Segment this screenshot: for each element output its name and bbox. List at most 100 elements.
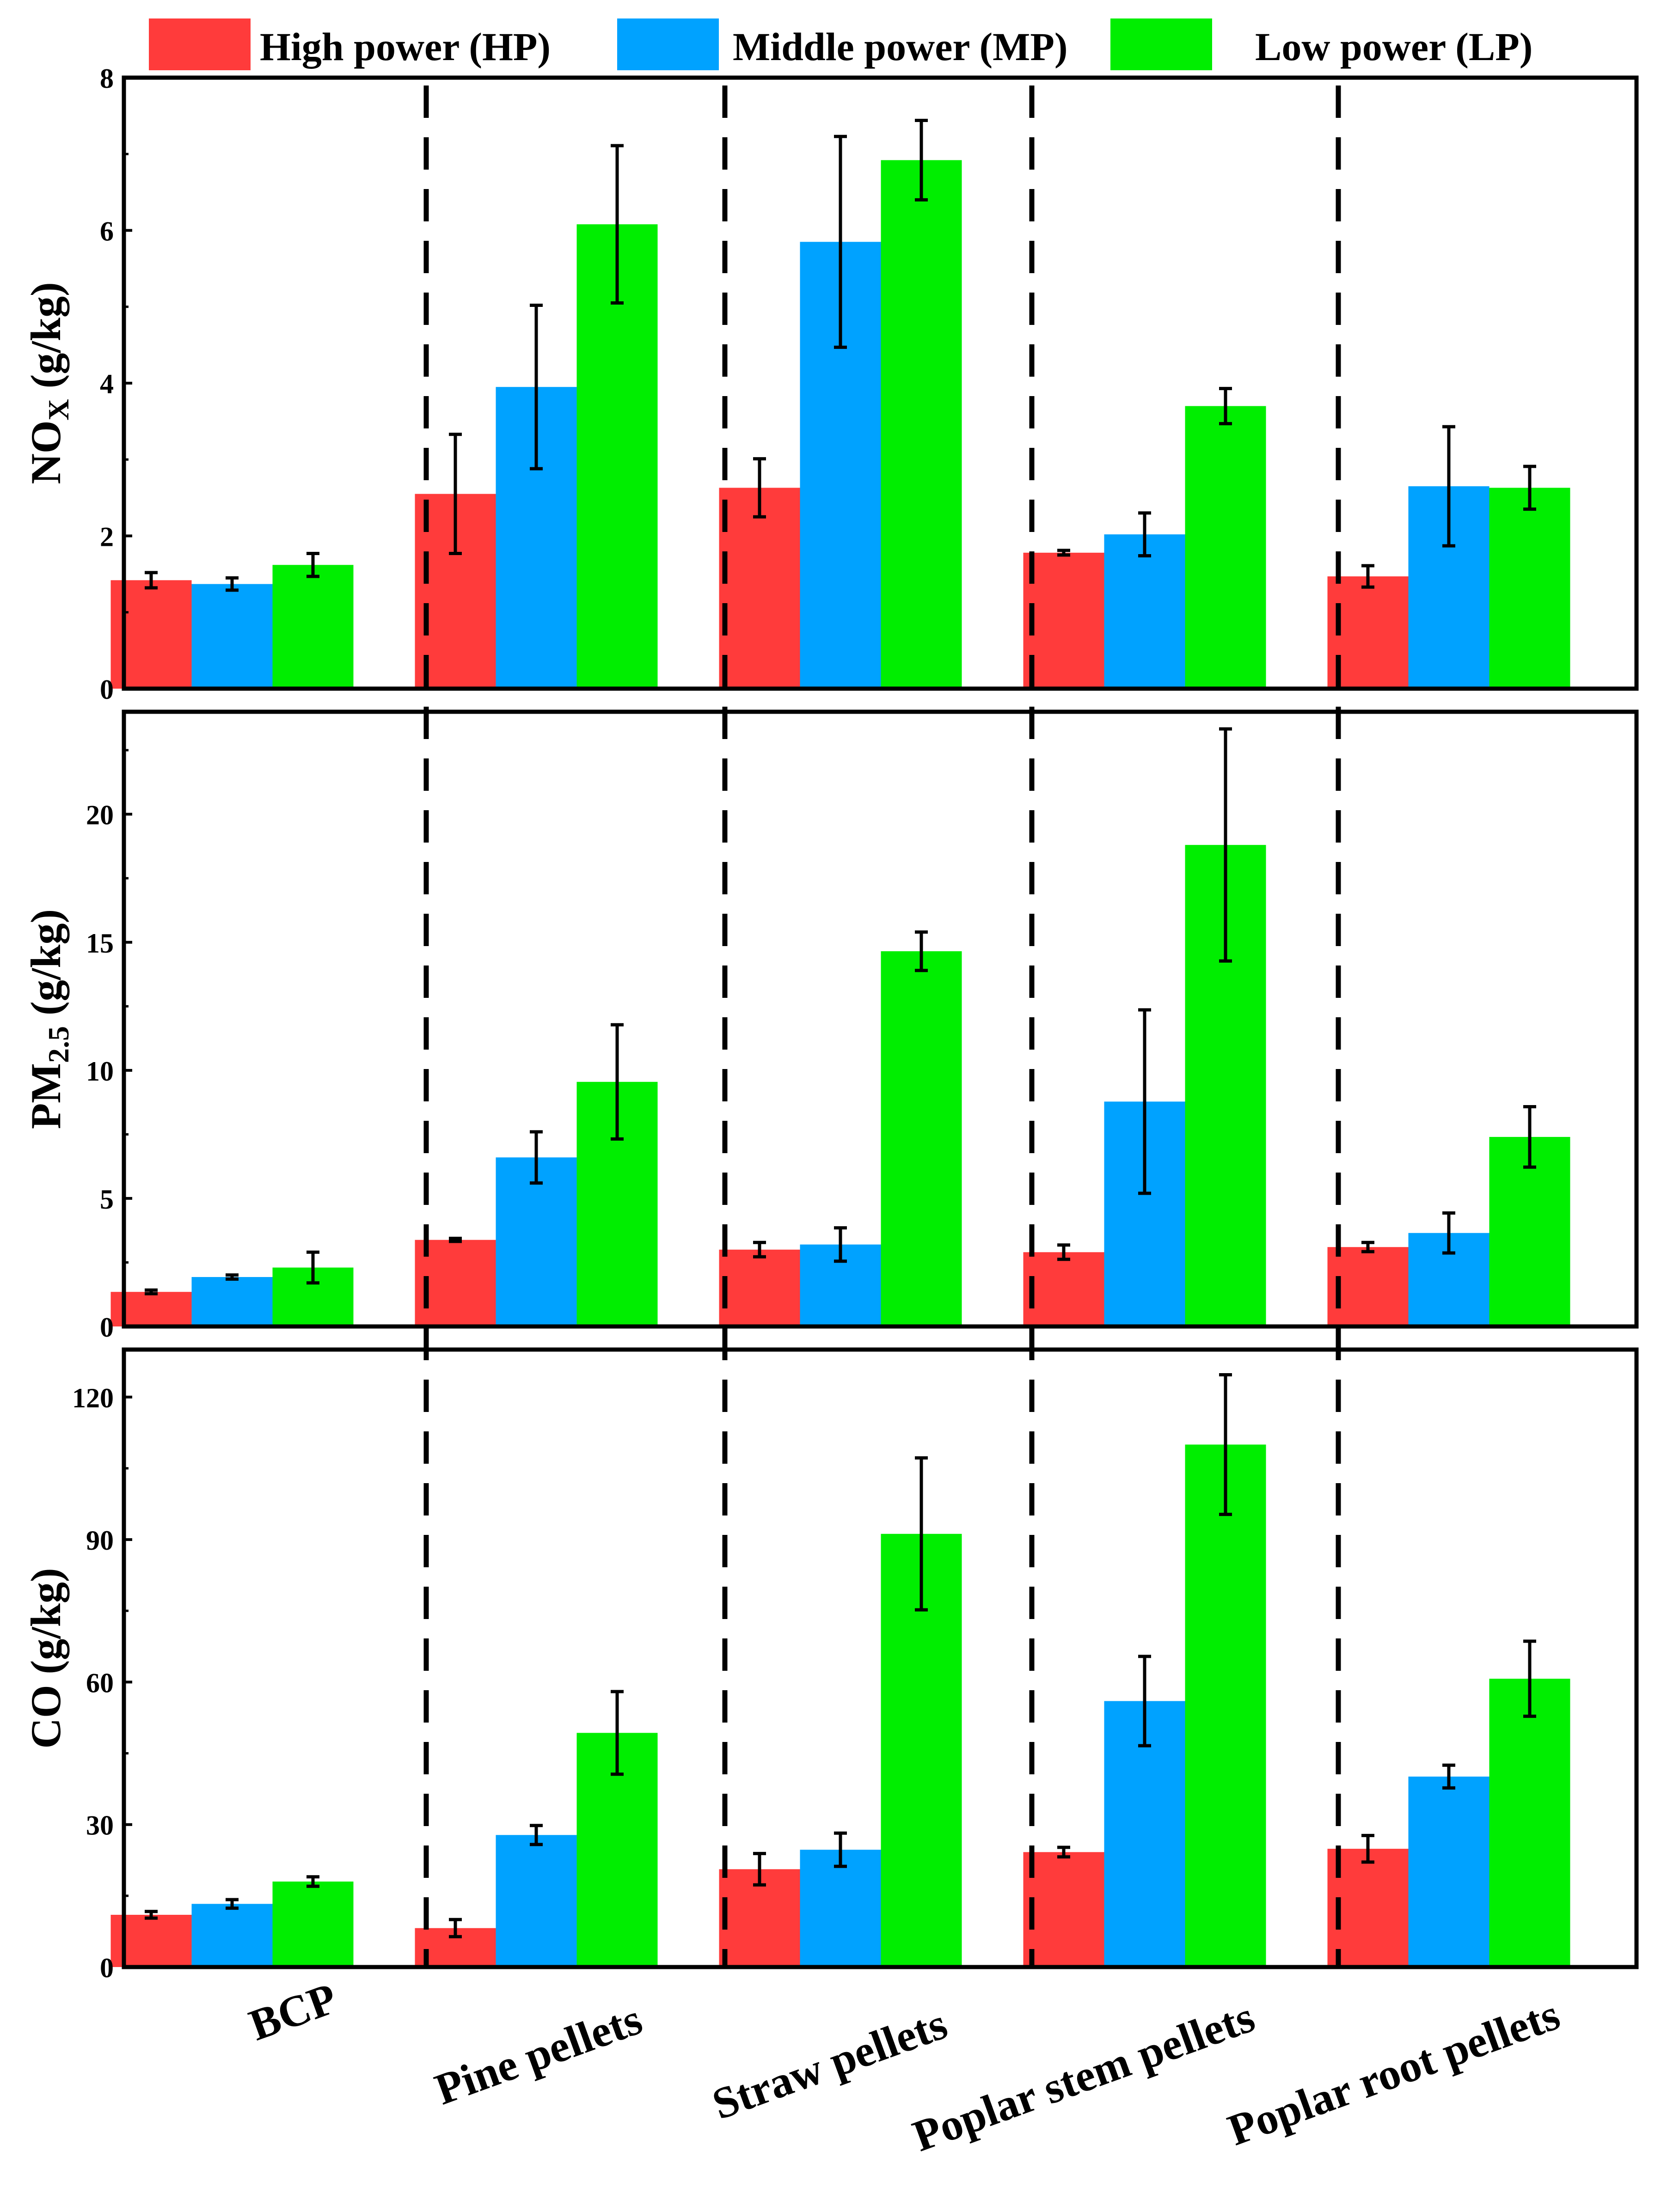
ytick-label-2-2: 5 <box>100 1184 114 1215</box>
bar-1-s3-c1 <box>272 565 354 689</box>
error-bar-3-s1-c5 <box>1361 1833 1374 1864</box>
error-bar-2-s1-c4 <box>1057 1243 1070 1261</box>
bar-2-s1-c5 <box>1327 1247 1409 1326</box>
error-bar-2-s3-c1 <box>306 1250 319 1285</box>
ytick-label-2-5: 20 <box>86 800 114 831</box>
legend-label-2: Middle power (MP) <box>733 24 1068 69</box>
bar-3-s2-c3 <box>800 1850 881 1967</box>
error-bar-2-s1-c5 <box>1361 1240 1374 1253</box>
error-bar-1-s1-c1 <box>145 571 158 590</box>
ytick-label-3-3: 60 <box>86 1668 114 1698</box>
error-bar-2-s1-c2 <box>449 1236 462 1243</box>
panel-2: 0 5 10 15 20 PM2.5 (g/kg) <box>22 709 1639 1343</box>
bar-2-s1-c3 <box>719 1249 800 1326</box>
error-bar-2-s2-c4 <box>1138 1008 1151 1195</box>
panel-frame-3 <box>122 1347 1639 1969</box>
bar-2-s1-c4 <box>1023 1252 1104 1326</box>
error-bar-3-s1-c1 <box>145 1910 158 1920</box>
error-bar-3-s3-c5 <box>1523 1639 1536 1718</box>
error-bar-2-s2-c1 <box>226 1273 239 1281</box>
error-bar-3-s2-c3 <box>834 1831 847 1868</box>
x-category-label-3: Straw pellets <box>706 1998 953 2129</box>
category-dividers <box>423 86 1341 1967</box>
bar-3-s2-c2 <box>496 1835 577 1967</box>
bar-1-s3-c4 <box>1185 406 1266 689</box>
error-bar-1-s2-c2 <box>530 303 543 471</box>
error-bar-1-s1-c2 <box>449 433 462 556</box>
bar-1-s1-c3 <box>719 488 800 689</box>
y-axis-label-1: NOX (g/kg) <box>22 282 75 484</box>
error-bar-3-s1-c3 <box>753 1851 766 1887</box>
error-bar-3-s3-c1 <box>306 1875 319 1888</box>
error-bar-1-s3-c3 <box>915 119 928 202</box>
error-bar-1-s2-c4 <box>1138 511 1151 557</box>
error-bar-3-s3-c2 <box>611 1690 624 1776</box>
error-bar-3-s3-c4 <box>1219 1373 1232 1516</box>
ytick-label-2-3: 10 <box>86 1056 114 1087</box>
error-bar-3-s1-c4 <box>1057 1845 1070 1859</box>
error-bar-2-s1-c1 <box>145 1288 158 1295</box>
error-bar-2-s1-c3 <box>753 1240 766 1259</box>
bar-3-s2-c5 <box>1408 1776 1489 1967</box>
ytick-label-3-4: 90 <box>86 1525 114 1556</box>
error-bar-1-s2-c5 <box>1442 425 1455 548</box>
error-bar-3-s2-c2 <box>530 1824 543 1846</box>
ytick-label-3-1: 0 <box>100 1953 114 1983</box>
error-bar-3-s3-c3 <box>915 1456 928 1612</box>
error-bar-2-s2-c5 <box>1442 1211 1455 1255</box>
legend-swatch-1 <box>149 18 251 70</box>
y-axis-label-3: CO (g/kg) <box>22 1568 69 1749</box>
error-bar-1-s3-c5 <box>1523 464 1536 511</box>
bar-3-s3-c1 <box>272 1882 354 1967</box>
bar-3-s3-c5 <box>1489 1679 1570 1967</box>
error-bar-3-s1-c2 <box>449 1918 462 1938</box>
ytick-label-3-5: 120 <box>72 1383 114 1413</box>
error-bar-3-s2-c5 <box>1442 1763 1455 1790</box>
error-bar-2-s3-c3 <box>915 930 928 972</box>
ytick-label-1-3: 4 <box>100 369 114 399</box>
bar-2-s2-c2 <box>496 1157 577 1326</box>
bar-2-s3-c3 <box>881 951 962 1326</box>
x-category-label-4: Poplar stem pellets <box>907 1992 1261 2161</box>
ytick-label-2-1: 0 <box>100 1312 114 1343</box>
ytick-label-1-5: 8 <box>100 63 114 94</box>
ytick-label-1-2: 2 <box>100 522 114 552</box>
bar-3-s3-c4 <box>1185 1444 1266 1967</box>
x-category-label-1: BCP <box>243 1973 343 2050</box>
error-bar-1-s1-c4 <box>1057 549 1070 557</box>
ytick-label-1-4: 6 <box>100 216 114 247</box>
error-bar-2-s2-c2 <box>530 1130 543 1185</box>
bar-1-s1-c4 <box>1023 552 1104 689</box>
legend-label-1: High power (HP) <box>260 24 551 69</box>
legend-swatch-2 <box>617 18 719 70</box>
ytick-label-2-4: 15 <box>86 928 114 959</box>
bar-1-s2-c1 <box>191 584 273 689</box>
bar-1-s3-c5 <box>1489 488 1570 689</box>
panel-1: 0 2 4 6 8 NOX (g/kg) <box>22 63 1639 705</box>
x-category-label-5: Poplar root pellets <box>1221 1989 1566 2155</box>
x-category-label-2: Pine pellets <box>429 1994 648 2114</box>
panel-3: 0 30 60 90 120 CO (g/kg) <box>22 1347 1639 1983</box>
bar-1-s3-c3 <box>881 160 962 689</box>
error-bar-1-s3-c1 <box>306 552 319 578</box>
error-bar-2-s3-c5 <box>1523 1105 1536 1169</box>
panel-frame-2 <box>122 709 1639 1329</box>
bar-3-s2-c1 <box>191 1904 273 1967</box>
error-bar-1-s1-c5 <box>1361 564 1374 589</box>
y-axis-label-2: PM2.5 (g/kg) <box>22 909 75 1129</box>
legend-swatch-3 <box>1110 18 1212 70</box>
error-bar-2-s2-c3 <box>834 1226 847 1263</box>
error-bar-1-s2-c1 <box>226 576 239 592</box>
bar-3-s1-c4 <box>1023 1852 1104 1967</box>
ytick-label-1-1: 0 <box>100 674 114 705</box>
bar-3-s1-c5 <box>1327 1849 1409 1967</box>
chart-panels: 0 2 4 6 8 NOX (g/kg) 0 5 10 15 20 PM2.5 (g/kg) 0 30 60… <box>22 63 1639 1983</box>
bar-2-s2-c1 <box>191 1277 273 1326</box>
error-bar-1-s3-c2 <box>611 144 624 305</box>
legend: High power (HP) Middle power (MP) Low powe… <box>149 18 1532 70</box>
error-bar-2-s3-c4 <box>1219 727 1232 963</box>
legend-label-3: Low power (LP) <box>1255 24 1532 69</box>
error-bar-1-s1-c3 <box>753 457 766 519</box>
